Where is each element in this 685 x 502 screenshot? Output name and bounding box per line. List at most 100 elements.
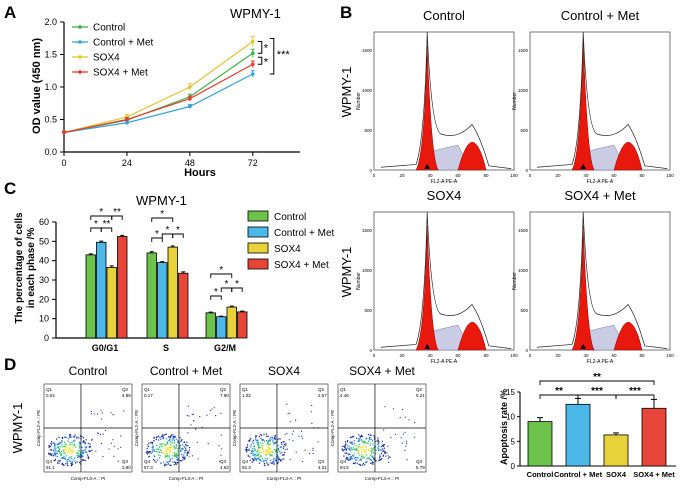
d-flow-title: SOX4 + Met — [349, 364, 415, 378]
d-flow-event — [173, 451, 176, 454]
d-category-label: Control — [527, 470, 554, 479]
d-flow-event — [352, 435, 355, 438]
d-flow-event — [60, 450, 63, 453]
b-xtick-label: 40 — [427, 353, 433, 358]
d-flow-event — [155, 450, 157, 453]
d-q3-value: 5.79 — [416, 465, 425, 470]
d-flow-event — [289, 412, 291, 414]
d-flow-event — [263, 462, 266, 465]
d-flow-event — [260, 451, 262, 453]
a-sig-label: * — [264, 42, 269, 54]
d-flow-event — [354, 448, 356, 451]
d-flow-event — [392, 408, 395, 410]
panel-c-bars — [85, 234, 248, 339]
panel-a-xlabel: Hours — [184, 167, 216, 179]
d-flow-event — [64, 436, 66, 438]
d-flow-event — [387, 455, 389, 457]
d-flow-event — [361, 447, 363, 449]
d-flow-event — [199, 416, 201, 418]
d-flow-event — [71, 443, 73, 445]
d-flow-event — [246, 446, 248, 448]
d-flow-event — [358, 440, 360, 442]
d-flow-event — [50, 442, 52, 445]
d-flow-event — [274, 438, 276, 441]
d-flow-event — [54, 458, 57, 461]
c-bar — [205, 312, 216, 339]
d-flow-event — [369, 459, 372, 461]
d-flow-event — [78, 455, 81, 457]
c-bar — [146, 252, 157, 339]
d-flow-event — [284, 448, 286, 451]
c-sig-bracket — [100, 227, 113, 232]
d-flow-event — [400, 437, 402, 439]
d-flow-event — [358, 438, 360, 440]
d-flow-event — [157, 435, 160, 437]
b-histogram-outline — [380, 211, 512, 349]
d-flow-event — [160, 451, 163, 454]
d-flow-event — [177, 441, 179, 444]
d-flow-event — [362, 440, 365, 442]
d-flow-event — [283, 454, 285, 456]
d-flow-event — [360, 439, 362, 441]
d-flow-event — [169, 458, 171, 460]
d-flow-event — [74, 451, 76, 453]
d-flow-event — [358, 443, 361, 446]
d-flow-event — [53, 445, 56, 447]
d-category-label: SOX4 — [606, 470, 627, 479]
d-flow-event — [147, 444, 149, 446]
d-flow-event — [85, 439, 87, 441]
d-flow-event — [110, 442, 112, 444]
d-flow-event — [74, 434, 76, 436]
d-flow-event — [151, 451, 154, 453]
b-plot-title: Control + Met — [561, 8, 640, 23]
d-flow-event — [381, 440, 384, 443]
d-flow-event — [90, 410, 92, 413]
d-flow-event — [162, 436, 165, 438]
d-flow-event — [48, 446, 50, 448]
d-flow-event — [54, 449, 56, 451]
panel-a-series — [62, 35, 255, 135]
d-flow-event — [371, 440, 374, 442]
panel-d-ylabel: Apoptosis rate /% — [499, 389, 509, 465]
d-flow-event — [360, 457, 362, 460]
d-flow-event — [78, 437, 80, 439]
d-flow-event — [277, 449, 279, 451]
d-flow-event — [192, 413, 194, 415]
d-flow-event — [281, 451, 283, 454]
d-flow-event — [96, 413, 99, 415]
d-flow-event — [61, 463, 63, 465]
a-ytick-label: 1.5 — [44, 50, 57, 60]
d-flow-event — [359, 447, 362, 449]
d-flow-event — [176, 448, 178, 450]
a-series-line-3 — [63, 63, 254, 134]
d-flow-event — [277, 447, 280, 450]
b-ytick-label: 1500 — [362, 48, 373, 53]
d-flow-event — [257, 439, 259, 441]
panel-d-flow-plots: ControlQ10.04Q24.89Q491.1Q33.90Comp-FL3-… — [36, 364, 427, 481]
d-flow-event — [258, 443, 260, 445]
b-ylabel: Number — [512, 272, 518, 290]
d-flow-event — [350, 447, 352, 449]
b-ytick-label: 0 — [525, 348, 528, 353]
d-flow-event — [270, 459, 272, 461]
d-flow-event — [64, 452, 66, 454]
d-flow-event — [58, 448, 60, 450]
d-flow-event — [362, 457, 364, 459]
d-flow-event — [401, 408, 403, 411]
d-flow-event — [312, 449, 314, 451]
d-flow-event — [364, 464, 366, 466]
d-flow-event — [287, 413, 289, 415]
d-flow-event — [175, 438, 177, 440]
d-flow-event — [61, 457, 63, 460]
d-q4-value: 91.1 — [46, 465, 55, 470]
a-data-point — [62, 130, 66, 135]
b-xlabel: FL2-A PE-A — [587, 179, 614, 185]
d-q2-value: 5.21 — [416, 393, 425, 398]
b-xtick-label: 20 — [399, 353, 405, 358]
d-flow-event — [363, 450, 366, 452]
d-flow-event — [414, 422, 416, 424]
d-flow-event — [89, 443, 91, 445]
d-flow-event — [344, 452, 346, 454]
